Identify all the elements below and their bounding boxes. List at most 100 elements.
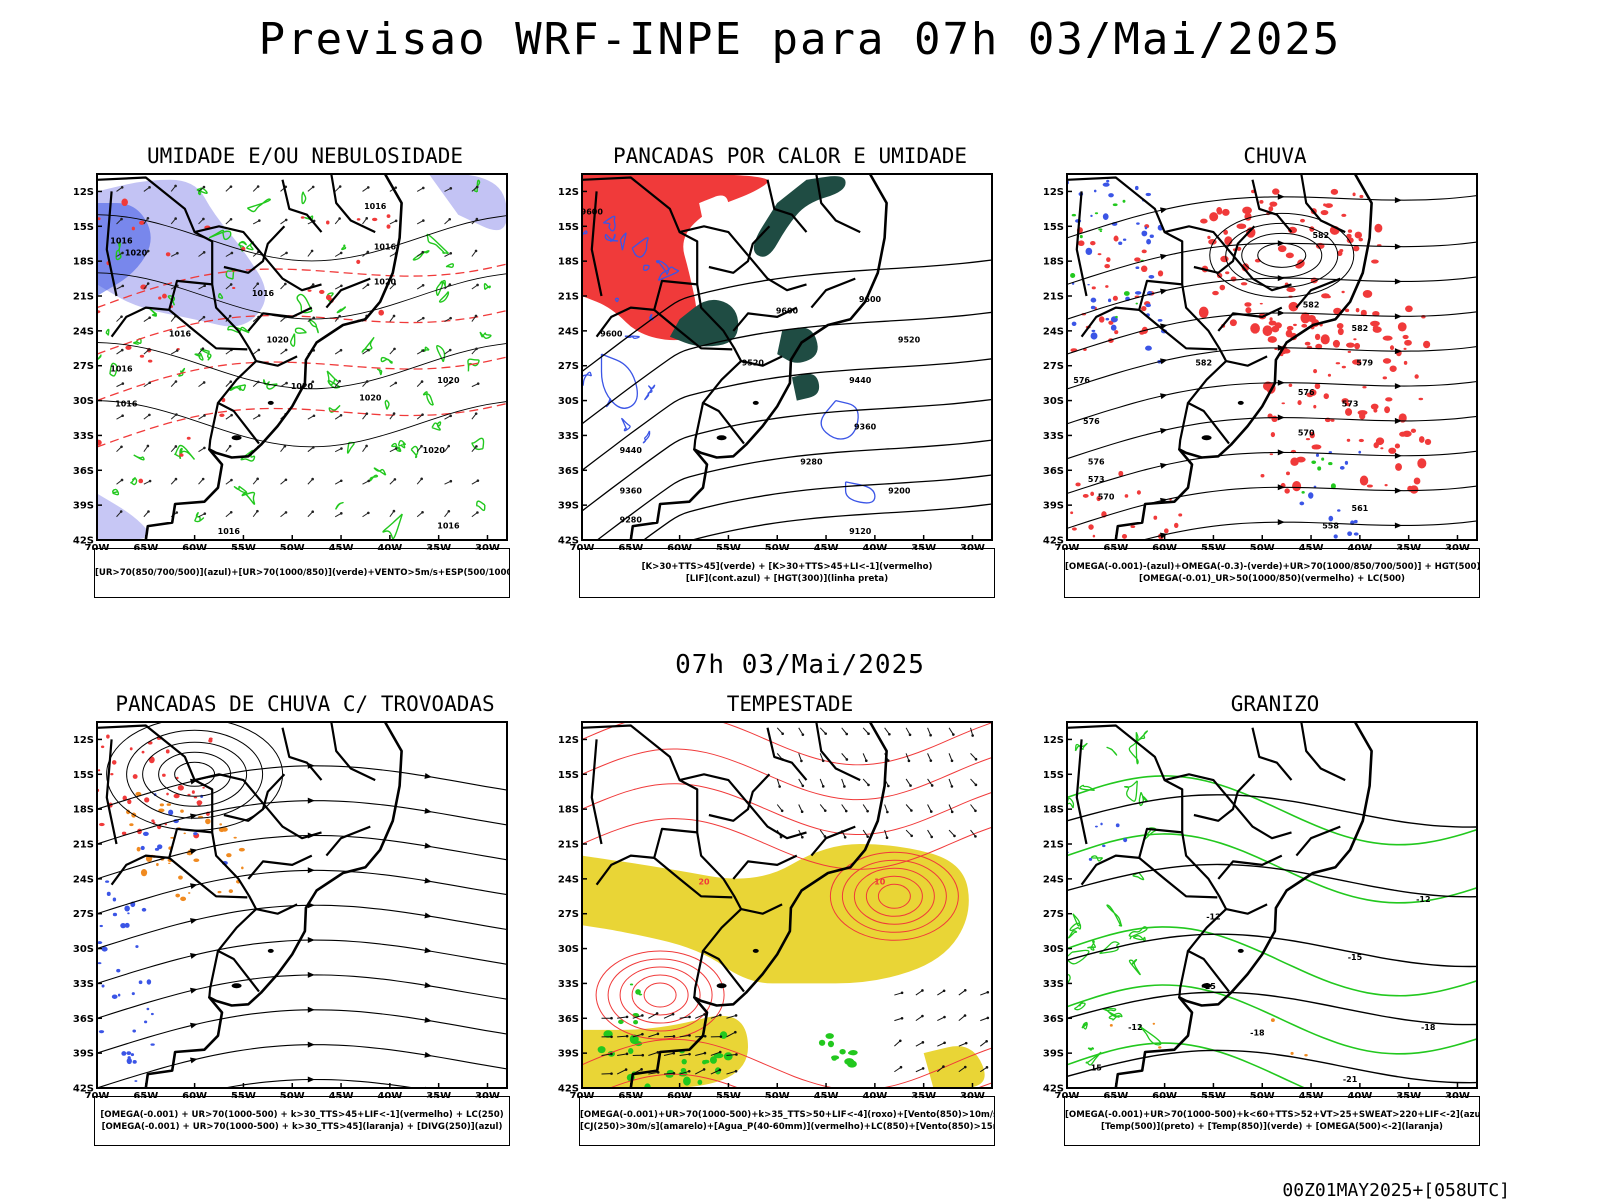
rain-mark-red [1395,443,1400,448]
thunder-mark-orange [218,891,222,893]
legend-line-2: [LIF](cont.azul) + [HGT(300)](linha pret… [580,573,994,585]
wind-vector-head [964,1066,967,1069]
wind-vector-head [778,785,781,788]
panel-title: CHUVA [1040,144,1510,168]
wind-850-mark [839,1049,845,1055]
rain-mark-red [1297,400,1301,405]
wind-vector-head [202,478,205,481]
wind-vector-head [476,284,479,287]
divergence-mark [131,1053,134,1056]
wind-vector-head [975,784,978,787]
lat-tick-label: 12S [1043,735,1064,746]
lat-tick-label: 12S [558,187,579,198]
rain-mark-blue [1329,451,1332,453]
rain-mark-red [1385,397,1392,401]
thunder-mark-orange [188,892,190,894]
contour-value-label: 1016 [252,289,275,298]
contour-value-label: 9520 [898,335,921,344]
rain-mark-red [1419,436,1425,443]
rain-mark-red [1359,195,1363,198]
divergence-mark [135,945,138,948]
rain-mark-green [1301,491,1304,494]
lat-tick-label: 15S [558,770,579,781]
contour-value-label: 1016 [110,237,133,246]
rain-mark-red [1339,249,1343,252]
contour-value-label: 582 [1195,359,1212,368]
wind-vector-head [122,382,125,385]
wind-vector-head [175,478,178,481]
rain-mark-red [1313,369,1317,373]
rain-mark-red [1158,270,1163,276]
lat-tick-label: 36S [73,1014,94,1025]
rain-mark-blue [1340,466,1345,470]
panel-legend: [OMEGA(-0.001)+UR>70(1000-500)+k<60+TTS>… [1064,1096,1480,1146]
rain-mark-blue [1103,183,1110,187]
wind-vector-head [886,811,889,814]
lake-mark [717,983,727,988]
wind-vector-head [964,989,967,992]
wind-vector-head [887,785,890,788]
rain-mark-red [1104,264,1110,268]
divergence-mark [168,810,173,816]
rain-mark-red [1092,286,1096,289]
omega-mark-orange [1158,1046,1161,1048]
thunder-mark-orange [156,863,159,866]
rain-mark-blue [1106,318,1110,321]
divergence-mark [147,979,152,984]
rain-mark-red [1414,477,1421,484]
rain-mark-red [1244,302,1251,307]
lat-tick-label: 15S [1043,770,1064,781]
wind-850-mark [825,1033,833,1039]
wind-vector-head [625,1068,628,1071]
lat-tick-label: 18S [558,805,579,816]
lat-tick-label: 30S [73,944,94,955]
wind-850-mark [724,1052,733,1060]
wind-vector-head [120,218,123,221]
rain-mark-red [1353,193,1356,197]
map-background [1067,174,1477,540]
wind-vector-head [688,1016,691,1019]
rain-mark-red [1345,408,1352,416]
wind-vector-head [449,317,452,320]
rain-mark-red [1356,308,1360,312]
thickness-mark [301,216,305,219]
rain-mark-red [1312,444,1322,449]
wind-vector-head [801,836,804,839]
rain-mark-green [1100,231,1102,232]
wind-vector-head [610,1035,613,1038]
rain-mark-blue [1091,330,1095,332]
wind-vector-head [148,348,151,351]
lake-mark [1238,949,1244,953]
lat-tick-label: 30S [558,944,579,955]
contour-value-label: 9280 [800,457,823,466]
contour-value-label: 576 [1088,457,1105,466]
wind-vector-head [338,315,341,318]
rain-mark-red [1331,189,1338,195]
contour-value-label: 9600 [859,295,882,304]
contour-value-label: -15 [1348,953,1363,962]
rain-mark-blue [1145,304,1151,308]
rain-mark-red [1164,528,1169,533]
lat-tick-label: 30S [1043,396,1064,407]
contour-value-label: 15 [1091,1064,1103,1073]
thickness-mark [372,218,377,221]
thunder-mark-red [166,793,169,796]
divergence-mark [112,994,118,999]
thunder-mark-red [187,794,190,796]
rain-mark-red [1306,438,1310,440]
wind-vector-head [148,316,151,319]
wind-vector-head [951,811,954,814]
wind-850-mark [683,1077,691,1086]
rain-mark-red [1423,341,1430,348]
wind-vector-head [367,186,370,189]
thickness-mark [166,252,171,256]
wind-vector-head [719,1014,722,1017]
thunder-mark-orange [193,859,199,862]
wind-vector-head [930,759,933,762]
wind-vector-head [735,1053,738,1056]
divergence-mark [139,980,143,984]
rain-mark-green [1311,461,1316,464]
wind-vector-head [422,219,425,222]
wind-vector-head [953,835,956,838]
